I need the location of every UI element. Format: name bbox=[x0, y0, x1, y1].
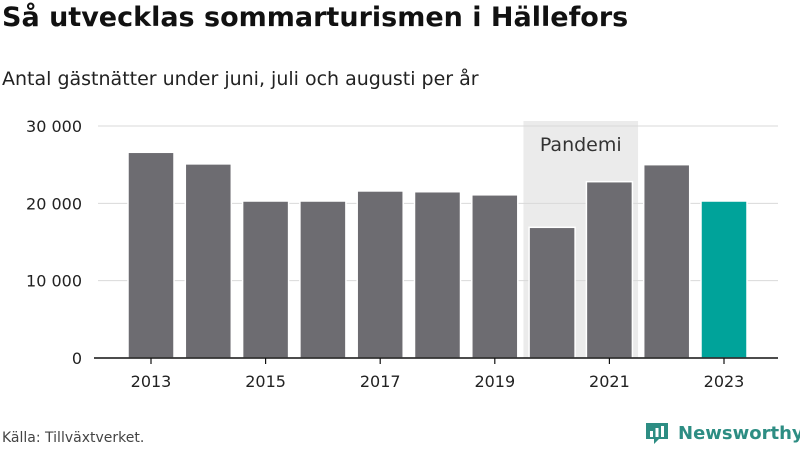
y-tick-label: 30 000 bbox=[26, 117, 82, 136]
x-tick-label: 2019 bbox=[474, 372, 515, 391]
bar-2018 bbox=[413, 190, 462, 359]
newsworthy-logo-icon bbox=[646, 423, 668, 444]
bar-2016 bbox=[299, 200, 347, 359]
annotation-label: Pandemi bbox=[540, 134, 622, 156]
newsworthy-brand: Newsworthy bbox=[644, 420, 800, 446]
bar-2019 bbox=[471, 194, 519, 359]
x-tick-label: 2015 bbox=[245, 372, 286, 391]
y-tick-label: 20 000 bbox=[26, 194, 82, 213]
brand-name: Newsworthy bbox=[678, 422, 800, 444]
y-tick-label: 10 000 bbox=[26, 272, 82, 291]
bar-2017 bbox=[356, 190, 404, 359]
chart-subtitle: Antal gästnätter under juni, juli och au… bbox=[2, 68, 479, 90]
bar-2023 bbox=[700, 200, 748, 359]
bar-2022 bbox=[642, 163, 691, 359]
bar-2013 bbox=[127, 151, 175, 359]
x-tick-label: 2013 bbox=[131, 372, 172, 391]
x-tick-label: 2017 bbox=[360, 372, 401, 391]
x-tick-label: 2023 bbox=[704, 372, 745, 391]
bar-2021 bbox=[585, 180, 634, 359]
bar-2014 bbox=[184, 163, 233, 359]
bar-2015 bbox=[241, 200, 290, 359]
chart-title: Så utvecklas sommarturismen i Hällefors bbox=[2, 2, 629, 33]
bar-2020 bbox=[528, 226, 576, 359]
bar-chart: Pandemi 0 10 000 20 000 30 000 2013 2015 2017 20… bbox=[26, 117, 778, 391]
y-tick-label: 0 bbox=[72, 349, 82, 368]
x-tick-label: 2021 bbox=[589, 372, 630, 391]
source-note: Källa: Tillväxtverket. bbox=[2, 430, 145, 446]
